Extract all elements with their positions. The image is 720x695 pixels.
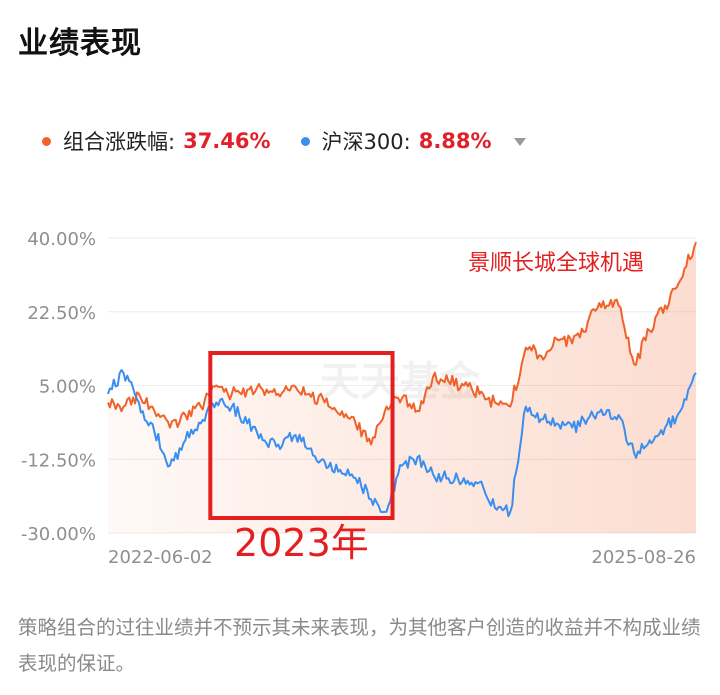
y-tick-label: -30.00%: [21, 524, 96, 545]
page-title: 业绩表现: [18, 26, 142, 61]
benchmark-value: 8.88%: [418, 129, 492, 153]
benchmark-dot-icon: [300, 136, 310, 146]
disclaimer-text: 策略组合的过往业绩并不预示其未来表现，为其他客户创造的收益并不构成业绩表现的保证…: [18, 616, 701, 675]
portfolio-value: 37.46%: [183, 129, 271, 153]
benchmark-label: 沪深300:: [321, 130, 411, 154]
legend-item-portfolio[interactable]: 组合涨跌幅: 37.46%: [42, 126, 271, 156]
fund-name-annotation: 景顺长城全球机遇: [468, 251, 644, 276]
y-tick-label: -12.50%: [21, 450, 96, 471]
chart-legend: 组合涨跌幅: 37.46% 沪深300: 8.88%: [42, 124, 526, 158]
legend-item-benchmark[interactable]: 沪深300: 8.88%: [300, 126, 492, 156]
benchmark-line: [107, 369, 697, 518]
x-axis-end-label: 2025-08-26: [591, 547, 696, 568]
x-axis-start-label: 2022-06-02: [108, 547, 213, 568]
y-axis-labels: 40.00% 22.50% 5.00% -12.50% -30.00%: [21, 229, 96, 545]
highlight-2023-label: 2023年: [234, 521, 369, 565]
chart-lines: [107, 241, 697, 518]
benchmark-dropdown-icon[interactable]: [513, 138, 526, 146]
highlight-2023-box: [208, 351, 395, 520]
portfolio-dot-icon: [42, 136, 51, 146]
portfolio-label: 组合涨跌幅:: [63, 130, 176, 154]
performance-chart: 40.00%22.50%5.00%-12.50%-30.00% 天天基金 202…: [21, 229, 697, 568]
y-tick-label: 40.00%: [27, 229, 96, 250]
y-tick-label: 22.50%: [27, 303, 96, 324]
portfolio-line: [107, 241, 697, 446]
portfolio-area-fill: [108, 242, 696, 533]
y-tick-label: 5.00%: [39, 377, 96, 398]
